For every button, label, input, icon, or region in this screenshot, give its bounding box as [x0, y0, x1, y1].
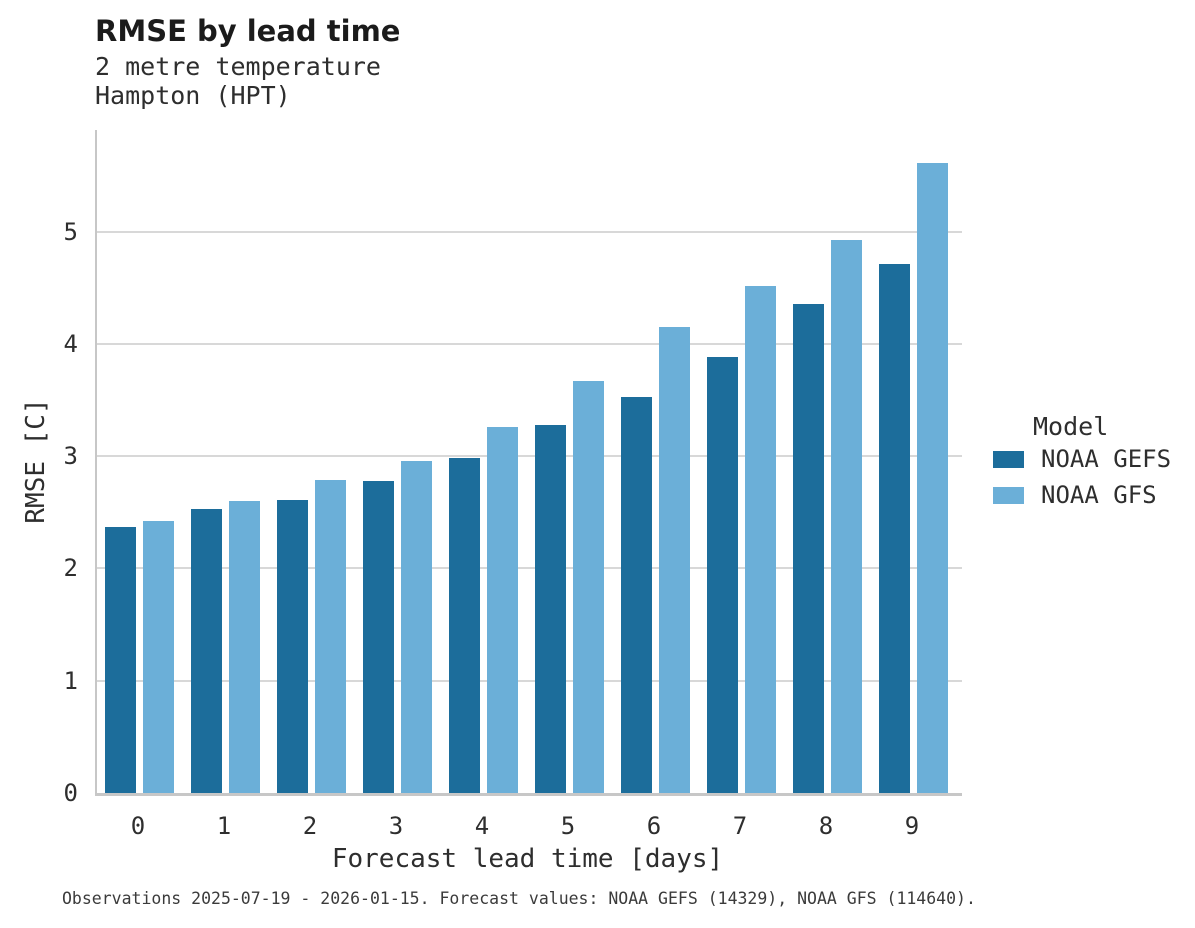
legend-label-noaa-gefs: NOAA GEFS	[1041, 445, 1172, 473]
x-tick-label: 9	[904, 812, 920, 840]
gridline-y4	[97, 342, 962, 345]
chart-subtitle-station: Hampton (HPT)	[95, 81, 291, 110]
y-tick-label: 2	[63, 554, 78, 583]
bar-noaa-gefs-day-4	[448, 458, 480, 793]
bar-noaa-gefs-day-5	[534, 424, 566, 793]
x-tick-label: 8	[818, 812, 834, 840]
y-tick-label: 3	[63, 442, 78, 471]
legend-label-noaa-gfs: NOAA GFS	[1041, 481, 1157, 509]
footnote: Observations 2025-07-19 - 2026-01-15. Fo…	[62, 889, 976, 908]
bar-noaa-gefs-day-6	[620, 396, 652, 793]
x-tick-label: 1	[216, 812, 232, 840]
y-tick-label: 1	[63, 666, 78, 695]
bar-noaa-gfs-day-9	[916, 163, 948, 793]
legend-title: Model	[1033, 412, 1109, 441]
x-tick-label: 6	[646, 812, 662, 840]
bar-noaa-gefs-day-0	[104, 526, 136, 793]
bar-noaa-gfs-day-1	[228, 501, 260, 793]
gridline-y2	[97, 567, 962, 570]
x-tick-label: 7	[732, 812, 748, 840]
bar-noaa-gfs-day-4	[486, 427, 518, 793]
y-tick-label: 5	[63, 217, 78, 246]
gridline-y5	[97, 230, 962, 233]
bar-noaa-gefs-day-1	[190, 508, 222, 793]
x-tick-label: 3	[388, 812, 404, 840]
bar-noaa-gfs-day-6	[658, 327, 690, 793]
bar-noaa-gefs-day-9	[878, 264, 910, 793]
gridline-y3	[97, 455, 962, 458]
x-axis-label: Forecast lead time [days]	[331, 844, 724, 874]
x-tick-label: 5	[560, 812, 576, 840]
chart-title: RMSE by lead time	[95, 14, 401, 48]
bar-noaa-gfs-day-7	[744, 285, 776, 793]
bar-noaa-gfs-day-8	[830, 239, 862, 793]
x-tick-label: 2	[302, 812, 318, 840]
bar-noaa-gefs-day-3	[362, 480, 394, 793]
plot-area	[95, 130, 962, 796]
chart-subtitle-variable: 2 metre temperature	[95, 52, 381, 81]
gridline-y1	[97, 679, 962, 682]
legend-swatch-noaa-gefs	[993, 451, 1024, 468]
x-tick-label: 0	[130, 812, 146, 840]
bar-noaa-gefs-day-7	[706, 357, 738, 793]
legend-swatch-noaa-gfs	[993, 487, 1024, 504]
x-tick-label: 4	[474, 812, 490, 840]
y-tick-label: 0	[63, 779, 78, 807]
bar-noaa-gefs-day-2	[276, 500, 308, 793]
bar-noaa-gfs-day-2	[314, 479, 346, 793]
y-tick-label: 4	[63, 329, 78, 358]
bar-noaa-gfs-day-0	[142, 521, 174, 793]
bar-noaa-gfs-day-5	[572, 380, 604, 793]
bar-noaa-gfs-day-3	[400, 460, 432, 793]
bar-noaa-gefs-day-8	[792, 303, 824, 793]
